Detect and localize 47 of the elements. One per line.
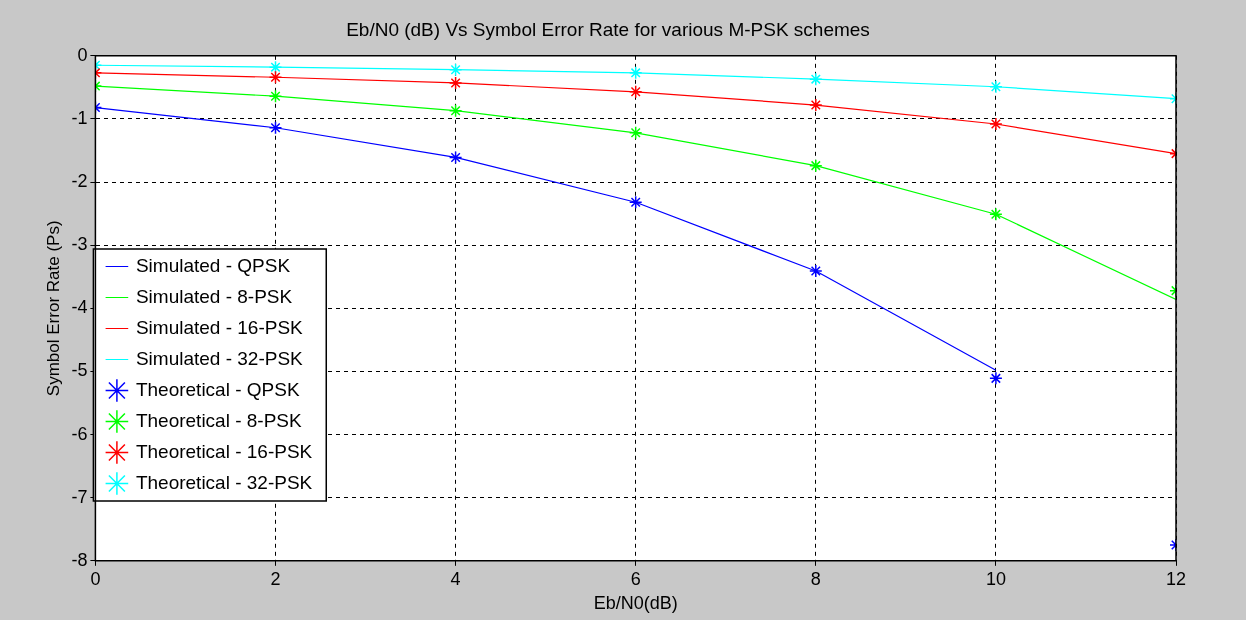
point <box>809 72 823 86</box>
point <box>268 89 283 103</box>
point <box>989 79 1003 94</box>
y-tick-label: -6 <box>71 423 88 444</box>
point <box>989 207 1003 221</box>
legend-label: Theoretical - 32-PSK <box>135 471 313 493</box>
point <box>268 121 283 135</box>
y-tick-label: -5 <box>71 360 88 381</box>
x-tick-label: 12 <box>1165 568 1187 589</box>
legend-label: Simulated - 32-PSK <box>135 347 304 369</box>
y-axis-title: Symbol Error Rate (Ps) <box>43 220 63 397</box>
point <box>448 150 463 165</box>
y-tick-label: -4 <box>71 297 88 318</box>
point <box>628 85 643 99</box>
point <box>628 195 643 209</box>
y-tick-label: -8 <box>71 549 88 570</box>
x-tick-label: 4 <box>450 568 461 589</box>
y-tick-label: 0 <box>77 44 88 65</box>
chart-title: Eb/N0 (dB) Vs Symbol Error Rate for various M-PSK schemes <box>346 18 870 40</box>
legend-label: Theoretical - QPSK <box>135 378 300 400</box>
legend-label: Simulated - QPSK <box>135 254 291 276</box>
point <box>448 103 463 118</box>
legend-label: Simulated - 8-PSK <box>135 285 293 307</box>
legend-label: Simulated - 16-PSK <box>135 316 304 338</box>
x-tick-label: 8 <box>810 568 821 589</box>
point <box>989 117 1003 131</box>
point <box>809 264 823 278</box>
point <box>448 62 463 77</box>
point <box>628 126 643 140</box>
y-tick-label: -3 <box>71 234 88 255</box>
point <box>809 158 823 173</box>
y-tick-label: -1 <box>71 107 88 128</box>
x-tick-label: 0 <box>90 568 101 589</box>
point <box>268 60 283 74</box>
x-tick-label: 2 <box>270 568 281 589</box>
point <box>989 371 1003 386</box>
x-tick-label: 6 <box>630 568 641 589</box>
x-tick-label: 10 <box>985 568 1006 589</box>
x-axis-title: Eb/N0(dB) <box>593 593 678 614</box>
point <box>809 98 823 112</box>
point <box>268 70 283 85</box>
point <box>448 76 463 90</box>
y-tick-label: -7 <box>71 486 88 507</box>
point <box>628 66 643 80</box>
legend-label: Theoretical - 8-PSK <box>135 409 303 431</box>
legend-label: Theoretical - 16-PSK <box>135 440 313 462</box>
y-tick-label: -2 <box>71 171 88 192</box>
